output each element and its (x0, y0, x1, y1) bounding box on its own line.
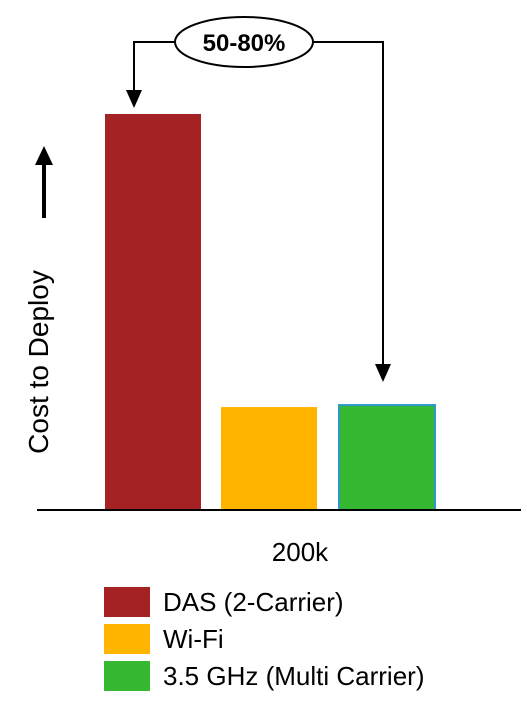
legend-item-wifi: Wi-Fi (104, 623, 424, 655)
legend-label-wifi: Wi-Fi (163, 623, 224, 654)
bar-wifi (221, 407, 317, 510)
legend-item-das: DAS (2-Carrier) (104, 586, 424, 618)
annotation-group: 50-80% (126, 16, 391, 382)
y-axis-label: Cost to Deploy (23, 270, 54, 454)
annotation-arrowhead-right (375, 364, 391, 382)
up-arrow-icon (35, 146, 53, 218)
legend-swatch-3-5ghz (104, 661, 150, 691)
annotation-label: 50-80% (203, 30, 286, 57)
legend: DAS (2-Carrier) Wi-Fi 3.5 GHz (Multi Car… (104, 586, 424, 697)
legend-item-3-5ghz: 3.5 GHz (Multi Carrier) (104, 660, 424, 692)
legend-label-das: DAS (2-Carrier) (163, 586, 344, 617)
annotation-arrowhead-left (126, 90, 142, 108)
legend-swatch-wifi (104, 624, 150, 654)
annotation-bubble (174, 16, 314, 68)
bar-3-5ghz (338, 404, 436, 511)
legend-swatch-das (104, 587, 150, 617)
x-tick-label: 200k (272, 537, 329, 567)
annotation-connector-left (133, 41, 175, 90)
legend-label-3-5ghz: 3.5 GHz (Multi Carrier) (163, 660, 425, 691)
bar-das (105, 114, 201, 510)
annotation-connector-right (313, 41, 384, 364)
bars-group (105, 114, 436, 511)
